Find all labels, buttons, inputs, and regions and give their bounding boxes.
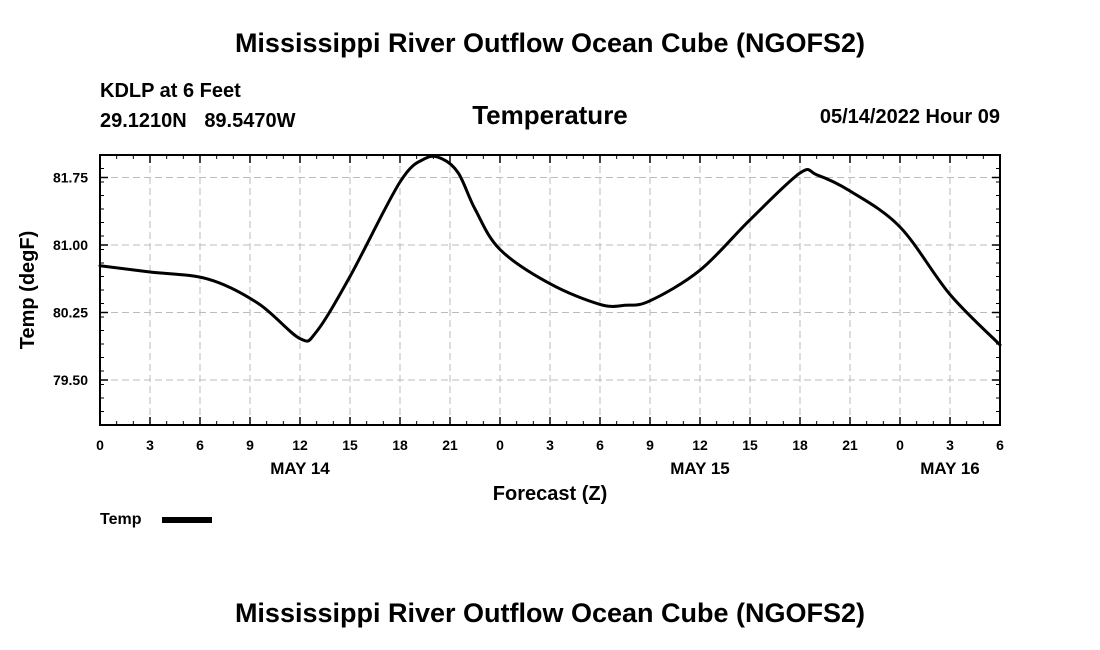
forecast-timestamp: 05/14/2022 Hour 09 (819, 106, 1000, 128)
x-tick-label: 6 (196, 437, 204, 453)
grid-layer (100, 155, 1000, 425)
x-tick-label: 0 (96, 437, 104, 453)
station-coordinates: 29.1210N 89.5470W (100, 106, 295, 136)
station-info: KDLP at 6 Feet 29.1210N 89.5470W (100, 76, 295, 136)
x-date-label: MAY 16 (920, 459, 980, 478)
x-tick-label: 3 (946, 437, 954, 453)
y-axis-title: Temp (degF) (17, 231, 39, 350)
station-name: KDLP at 6 Feet (100, 80, 241, 102)
y-tick-label: 81.75 (53, 170, 88, 186)
station-latitude: 29.1210N (100, 110, 187, 132)
chart-title: Temperature (472, 100, 628, 130)
x-tick-label: 15 (742, 437, 758, 453)
y-tick-label: 80.25 (53, 305, 88, 321)
x-axis-title: Forecast (Z) (493, 483, 607, 505)
plot-frame (99, 154, 1001, 426)
date-labels: MAY 14 MAY 15 MAY 16 (270, 459, 980, 478)
x-tick-label: 12 (692, 437, 708, 453)
footer-title: Mississippi River Outflow Ocean Cube (NG… (234, 598, 866, 628)
x-tick-label: 12 (292, 437, 308, 453)
x-tick-label: 21 (842, 437, 858, 453)
x-tick-label: 3 (546, 437, 554, 453)
x-tick-label: 18 (792, 437, 808, 453)
x-tick-label: 9 (246, 437, 254, 453)
y-tick-label: 81.00 (53, 237, 88, 253)
y-tick-label: 79.50 (53, 372, 88, 388)
x-tick-label: 15 (342, 437, 358, 453)
x-tick-label: 9 (646, 437, 654, 453)
x-tick-label: 6 (996, 437, 1004, 453)
legend-label-temp: Temp (100, 511, 142, 528)
main-title: Mississippi River Outflow Ocean Cube (NG… (234, 28, 866, 58)
x-tick-label: 6 (596, 437, 604, 453)
station-longitude: 89.5470W (204, 110, 296, 132)
x-tick-label: 21 (442, 437, 458, 453)
x-date-label: MAY 15 (670, 459, 730, 478)
x-tick-label: 0 (496, 437, 504, 453)
y-tick-labels: 79.50 80.25 81.00 81.75 (53, 170, 88, 389)
x-tick-labels: 0 3 6 9 12 15 18 21 0 3 6 9 12 15 18 21 0 3 6 (96, 437, 1004, 453)
x-tick-label: 3 (146, 437, 154, 453)
x-tick-label: 18 (392, 437, 408, 453)
major-tick-layer (99, 155, 1001, 425)
x-date-label: MAY 14 (270, 459, 330, 478)
x-tick-label: 0 (896, 437, 904, 453)
legend: Temp (100, 511, 212, 528)
series-line-temp (98, 154, 1002, 347)
